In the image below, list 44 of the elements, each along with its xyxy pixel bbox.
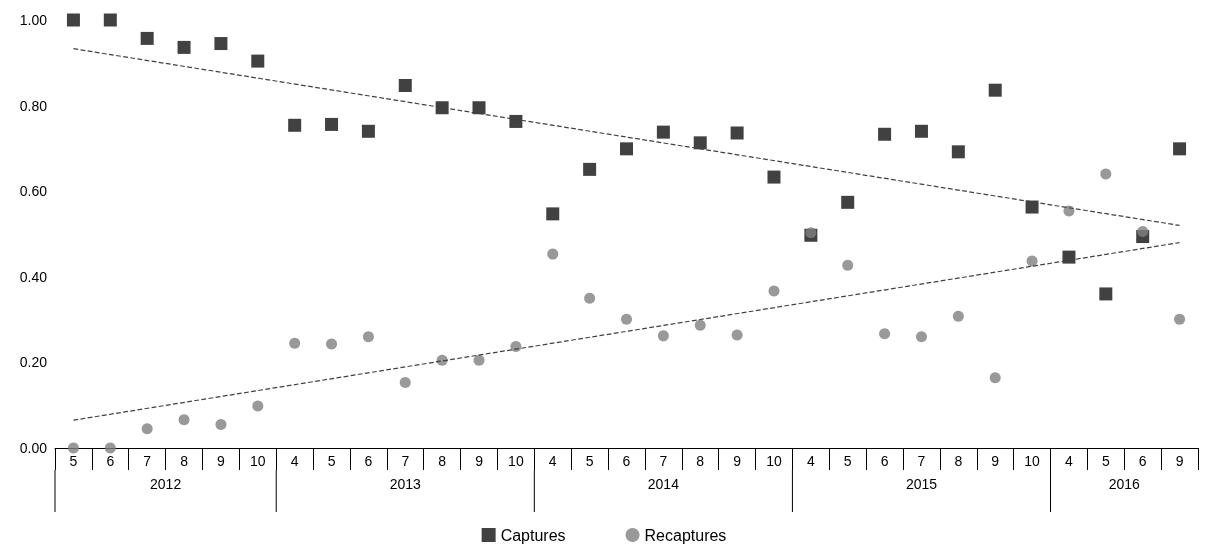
y-tick-label: 0.80 bbox=[19, 97, 48, 114]
y-tick-label: 0.20 bbox=[19, 354, 48, 371]
y-tick-label: 1.00 bbox=[19, 12, 48, 28]
text: 2012 bbox=[150, 476, 182, 492]
x-tick-label: 9 bbox=[475, 453, 484, 469]
x-tick-label: 4 bbox=[548, 453, 557, 469]
x-tick-label: 7 bbox=[917, 453, 926, 469]
x-tick-label: 6 bbox=[622, 453, 631, 469]
x-tick-label: 9 bbox=[217, 453, 226, 469]
x-tick-label: 4 bbox=[806, 453, 815, 469]
x-tick-label: 10 bbox=[1024, 453, 1041, 469]
x-tick-label: 10 bbox=[508, 453, 524, 469]
x-tick-label: 6 bbox=[106, 453, 115, 469]
x-tick-label: 8 bbox=[438, 453, 447, 469]
x-tick-label: 10 bbox=[766, 453, 782, 469]
x-tick-label: 5 bbox=[585, 453, 594, 469]
x-tick-label: 5 bbox=[843, 453, 852, 469]
x-tick-label: 8 bbox=[180, 453, 189, 469]
x-tick-label: 4 bbox=[290, 453, 299, 469]
text: 2015 bbox=[905, 476, 938, 492]
x-tick-label: 7 bbox=[401, 453, 410, 469]
text: 2016 bbox=[1108, 476, 1141, 492]
x-tick-label: 4 bbox=[1065, 453, 1074, 469]
text: 2013 bbox=[389, 476, 422, 492]
y-tick-label: 0.60 bbox=[19, 183, 48, 200]
x-tick-label: 6 bbox=[1138, 453, 1147, 469]
x-tick-label: 5 bbox=[327, 453, 336, 469]
x-tick-label: 9 bbox=[1175, 453, 1184, 469]
x-tick-label: 7 bbox=[143, 453, 152, 469]
x-tick-label: 6 bbox=[880, 453, 889, 469]
x-tick-label: 9 bbox=[991, 453, 1000, 469]
y-tick-label: 0.00 bbox=[19, 440, 48, 456]
legend-label: Captures bbox=[500, 526, 566, 544]
x-tick-label: 7 bbox=[659, 453, 668, 469]
x-tick-label: 5 bbox=[69, 453, 78, 469]
x-tick-label: 5 bbox=[1101, 453, 1110, 469]
x-tick-label: 9 bbox=[733, 453, 742, 469]
legend-label: Recaptures bbox=[644, 526, 727, 544]
text: 2014 bbox=[647, 476, 680, 492]
x-tick-label: 6 bbox=[364, 453, 373, 469]
x-tick-label: 10 bbox=[250, 453, 266, 469]
x-tick-label: 8 bbox=[954, 453, 963, 469]
y-tick-label: 0.40 bbox=[19, 268, 48, 285]
x-tick-label: 8 bbox=[696, 453, 705, 469]
